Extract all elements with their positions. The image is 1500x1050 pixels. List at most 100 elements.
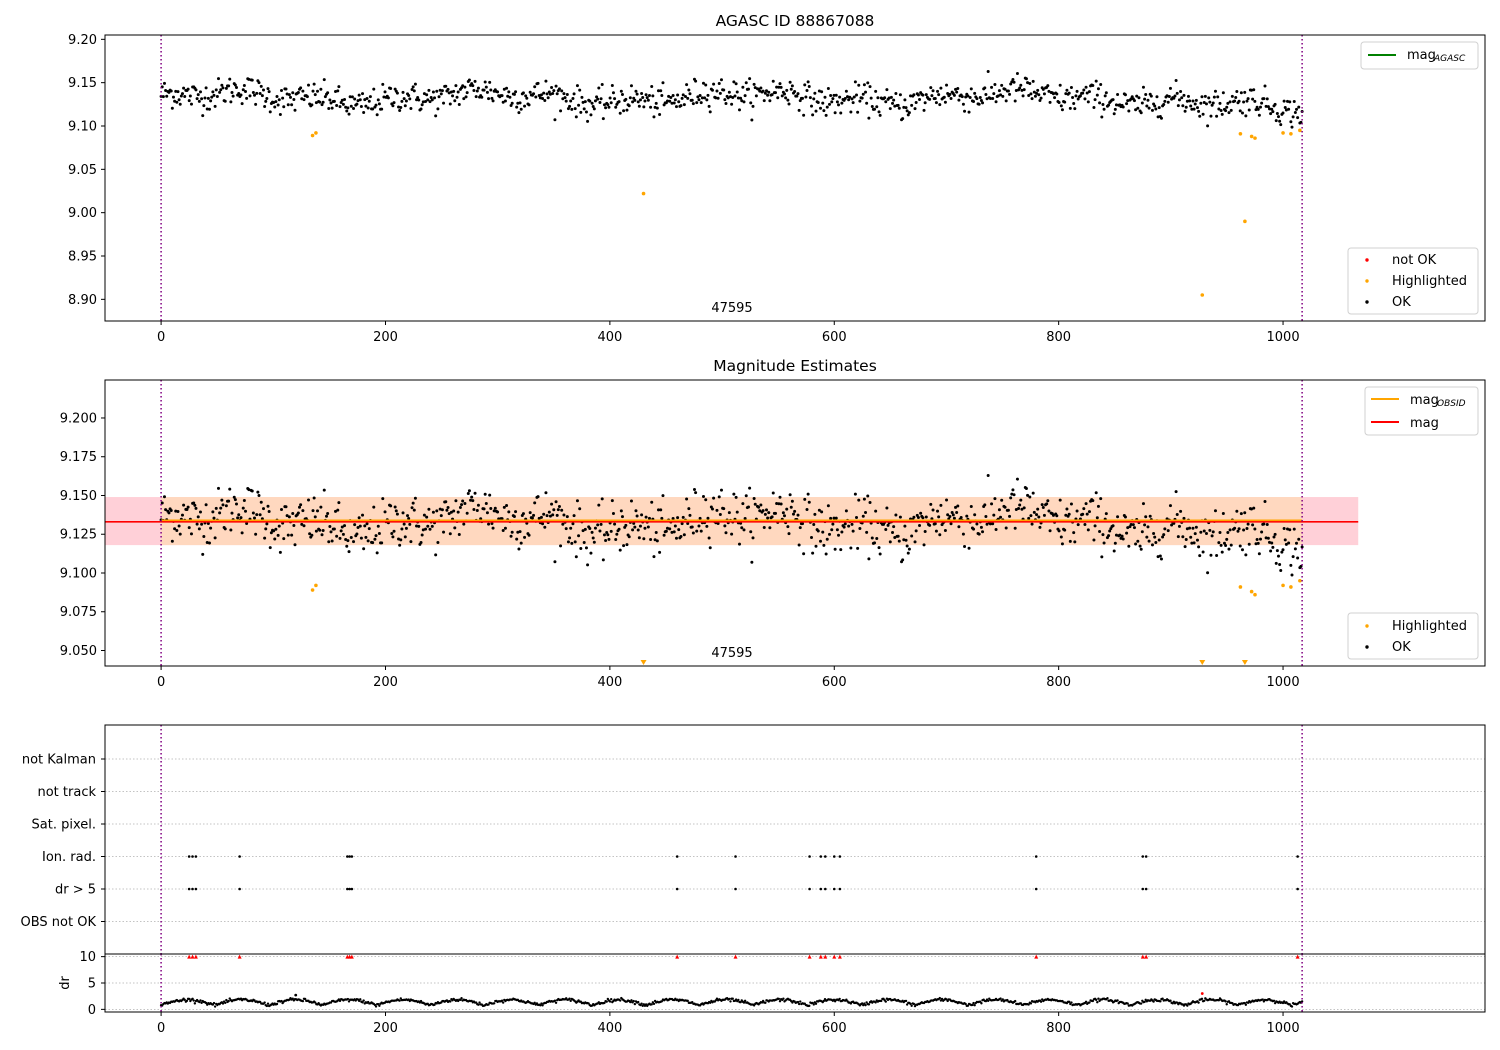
ok-point xyxy=(732,80,736,84)
ok-point xyxy=(865,530,869,534)
dr-point xyxy=(912,1002,916,1006)
ok-point xyxy=(261,88,265,92)
y-tick-label: 9.150 xyxy=(60,489,97,504)
panel2-line-legend: mag OBSID mag xyxy=(1364,386,1479,436)
ok-point xyxy=(512,515,516,519)
dr-point xyxy=(630,999,633,1002)
ok-point xyxy=(891,101,895,105)
ok-point xyxy=(272,529,276,533)
ok-point xyxy=(786,525,790,529)
dr-point xyxy=(629,1000,632,1004)
ok-point xyxy=(910,534,914,538)
ok-point xyxy=(1213,509,1217,513)
flag-point xyxy=(350,887,354,891)
ok-point xyxy=(1274,561,1278,565)
ok-point xyxy=(476,86,480,90)
ok-point xyxy=(596,523,600,527)
ok-point xyxy=(301,89,305,93)
ok-point xyxy=(712,496,716,500)
y-tick-label: 9.200 xyxy=(60,411,97,426)
ok-point xyxy=(1229,543,1233,547)
ok-point xyxy=(685,497,689,501)
ok-point xyxy=(442,101,446,105)
ok-point xyxy=(736,96,740,100)
dr-point xyxy=(986,999,990,1003)
ok-point xyxy=(194,88,198,92)
ok-point xyxy=(1068,106,1072,110)
ok-point xyxy=(457,102,461,106)
ok-point xyxy=(928,523,932,527)
ok-point xyxy=(819,539,823,543)
ok-point xyxy=(329,101,333,105)
ok-point xyxy=(1234,95,1238,99)
ok-point xyxy=(614,105,618,109)
ok-point xyxy=(643,99,647,103)
ok-point xyxy=(1246,522,1250,526)
ok-point xyxy=(748,486,752,490)
ok-point xyxy=(1197,545,1201,549)
ok-point xyxy=(734,495,738,499)
ok-point xyxy=(741,85,745,89)
ok-point xyxy=(1152,532,1156,536)
ok-point xyxy=(1048,529,1052,533)
ok-point xyxy=(282,537,286,541)
ok-point xyxy=(654,101,658,105)
ok-point xyxy=(338,105,342,109)
ok-point xyxy=(1193,532,1197,536)
ok-point xyxy=(933,522,937,526)
ok-point xyxy=(1135,94,1139,98)
flag-point xyxy=(191,887,194,891)
ok-point xyxy=(454,84,458,88)
ok-point xyxy=(1085,91,1089,95)
ok-point xyxy=(840,101,844,105)
ok-point xyxy=(613,522,617,526)
ok-point xyxy=(901,117,905,121)
ok-point xyxy=(597,503,601,507)
ok-point xyxy=(446,505,450,509)
ok-point xyxy=(1273,532,1277,536)
ok-point xyxy=(1249,507,1253,511)
ok-point xyxy=(245,522,249,526)
ok-point xyxy=(627,104,631,108)
flag-point xyxy=(823,855,827,858)
ok-point xyxy=(1057,100,1061,104)
ok-point xyxy=(904,538,908,542)
ok-point xyxy=(544,491,548,495)
ok-point xyxy=(1104,91,1108,95)
ok-point xyxy=(823,95,827,99)
ok-point xyxy=(211,90,215,94)
ok-point xyxy=(710,88,714,92)
ok-point xyxy=(1247,108,1251,112)
ok-point xyxy=(257,493,261,497)
ok-point xyxy=(474,95,478,99)
ok-point xyxy=(561,97,565,101)
ok-point xyxy=(588,99,592,103)
ok-point xyxy=(1032,510,1036,514)
ok-point xyxy=(518,530,522,534)
ok-point xyxy=(415,98,419,102)
ok-point xyxy=(536,81,540,85)
highlighted-point xyxy=(314,131,318,135)
ok-point xyxy=(1275,549,1279,553)
ok-point xyxy=(834,93,838,97)
ok-point xyxy=(1284,108,1288,112)
ok-point xyxy=(573,107,577,111)
ok-point xyxy=(703,96,707,100)
dr-point xyxy=(303,997,307,1001)
ok-point xyxy=(943,100,947,104)
ok-point xyxy=(1069,502,1073,506)
ok-point xyxy=(589,113,593,117)
ok-point xyxy=(819,106,823,110)
ok-point xyxy=(1095,93,1099,97)
ok-point xyxy=(310,103,314,107)
ok-point xyxy=(764,89,768,93)
ok-point xyxy=(1260,101,1264,105)
ok-point xyxy=(500,517,504,521)
dr-flag-marker xyxy=(832,954,837,959)
ok-point xyxy=(656,89,660,93)
ok-point xyxy=(1091,499,1095,503)
ok-point xyxy=(1102,541,1106,545)
ok-point xyxy=(164,508,168,512)
ok-point xyxy=(374,534,378,538)
ok-point xyxy=(782,92,786,96)
